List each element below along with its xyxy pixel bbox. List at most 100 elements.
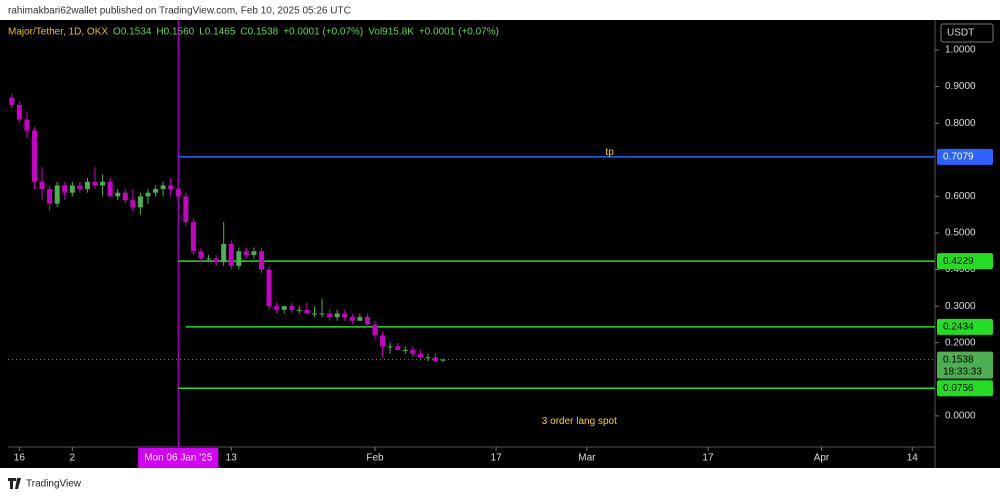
legend-item: L0.1465 bbox=[199, 27, 236, 38]
price-label: 0.1538 bbox=[943, 354, 974, 365]
candle-body bbox=[206, 258, 212, 260]
candle-body bbox=[183, 196, 189, 222]
y-tick-label: 0.4000 bbox=[945, 264, 976, 275]
candle-body bbox=[319, 313, 325, 315]
crosshair-label: Mon 06 Jan '25 bbox=[144, 453, 213, 464]
candle-body bbox=[84, 181, 90, 190]
level-label: 0.2434 bbox=[943, 321, 974, 332]
candle-body bbox=[39, 181, 45, 190]
y-tick-label: 0.0000 bbox=[945, 411, 976, 422]
candle-body bbox=[198, 251, 204, 259]
candle-body bbox=[213, 258, 219, 263]
legend-item: O0.1534 bbox=[113, 27, 152, 38]
x-tick-label: Mar bbox=[578, 453, 596, 464]
candle-body bbox=[62, 185, 68, 193]
countdown: 18:33:33 bbox=[943, 366, 982, 377]
x-tick-label: 17 bbox=[491, 453, 503, 464]
candle-body bbox=[274, 306, 280, 310]
price-label-box bbox=[937, 351, 993, 379]
candle-body bbox=[387, 346, 393, 348]
candle-body bbox=[160, 185, 166, 190]
x-tick-label: 16 bbox=[14, 453, 26, 464]
level-label-box bbox=[937, 148, 993, 165]
legend-item: Vol915.8K bbox=[368, 27, 414, 38]
candle-body bbox=[130, 200, 136, 208]
candle-body bbox=[364, 317, 370, 325]
candle-body bbox=[168, 185, 174, 190]
candle-body bbox=[175, 189, 181, 197]
candle-body bbox=[349, 317, 355, 321]
candle-body bbox=[122, 192, 128, 201]
y-tick-label: 0.2000 bbox=[945, 337, 976, 348]
x-tick-label: 13 bbox=[226, 453, 238, 464]
legend-item: Major/Tether, 1D, OKX bbox=[8, 27, 108, 38]
candle-body bbox=[311, 313, 317, 315]
currency-box[interactable] bbox=[940, 23, 994, 43]
candle-body bbox=[24, 119, 30, 131]
currency: USDT bbox=[947, 28, 974, 39]
x-tick-label: Feb bbox=[366, 453, 384, 464]
candle-body bbox=[402, 350, 408, 352]
candle-body bbox=[47, 189, 53, 204]
x-tick-label: 17 bbox=[702, 453, 714, 464]
candle-body bbox=[425, 357, 431, 359]
level-label-box bbox=[937, 253, 993, 270]
level-label: 0.0756 bbox=[943, 383, 974, 394]
candle-body bbox=[92, 181, 98, 186]
candle-body bbox=[107, 181, 113, 197]
candle-body bbox=[31, 130, 37, 182]
candle-body bbox=[440, 359, 446, 361]
x-tick-label: Apr bbox=[814, 453, 830, 464]
candle-body bbox=[69, 185, 75, 193]
candle-body bbox=[145, 192, 151, 197]
candle-body bbox=[16, 104, 22, 120]
annotation: tp bbox=[605, 147, 614, 158]
candle-body bbox=[289, 306, 295, 310]
y-tick-label: 0.9000 bbox=[945, 81, 976, 92]
candle-body bbox=[190, 221, 196, 252]
candle-body bbox=[251, 251, 257, 255]
level-label: 0.7079 bbox=[943, 152, 974, 163]
candle-body bbox=[259, 251, 265, 270]
candle-body bbox=[137, 196, 143, 208]
crosshair-label-box bbox=[138, 448, 219, 468]
candle-body bbox=[236, 251, 242, 266]
candle-body bbox=[342, 313, 348, 318]
candle-body bbox=[9, 97, 15, 105]
candle-body bbox=[395, 346, 401, 351]
brand: TradingView bbox=[26, 479, 82, 490]
candle-body bbox=[334, 313, 340, 318]
candle-body bbox=[410, 350, 416, 354]
annotation: 3 order lang spot bbox=[542, 416, 617, 427]
candle-body bbox=[380, 335, 386, 347]
candle-body bbox=[221, 243, 227, 263]
y-tick-label: 0.8000 bbox=[945, 118, 976, 129]
legend-item: +0.0001 (+0.07%) bbox=[283, 27, 363, 38]
candle-body bbox=[281, 306, 287, 310]
candle-body bbox=[372, 324, 378, 336]
level-label-box bbox=[937, 380, 993, 397]
legend-item: +0.0001 (+0.07%) bbox=[419, 27, 499, 38]
candle-body bbox=[433, 357, 439, 362]
level-label-box bbox=[937, 318, 993, 335]
candle-body bbox=[266, 269, 272, 307]
y-tick-label: 0.3000 bbox=[945, 301, 976, 312]
candle-body bbox=[304, 309, 310, 314]
y-tick-label: 0.6000 bbox=[945, 191, 976, 202]
candle-body bbox=[327, 313, 333, 318]
x-tick-label: 2 bbox=[70, 453, 76, 464]
candle-body bbox=[296, 309, 302, 311]
candle-body bbox=[54, 185, 60, 204]
candle-body bbox=[417, 353, 423, 358]
candle-body bbox=[115, 192, 121, 197]
candle-body bbox=[228, 243, 234, 266]
candle-body bbox=[100, 181, 106, 186]
candle-body bbox=[77, 185, 83, 190]
brand-logo bbox=[8, 478, 21, 489]
legend-item: C0.1538 bbox=[240, 27, 278, 38]
candle-body bbox=[243, 251, 249, 255]
legend-item: H0.1560 bbox=[156, 27, 194, 38]
y-tick-label: 0.5000 bbox=[945, 228, 976, 239]
